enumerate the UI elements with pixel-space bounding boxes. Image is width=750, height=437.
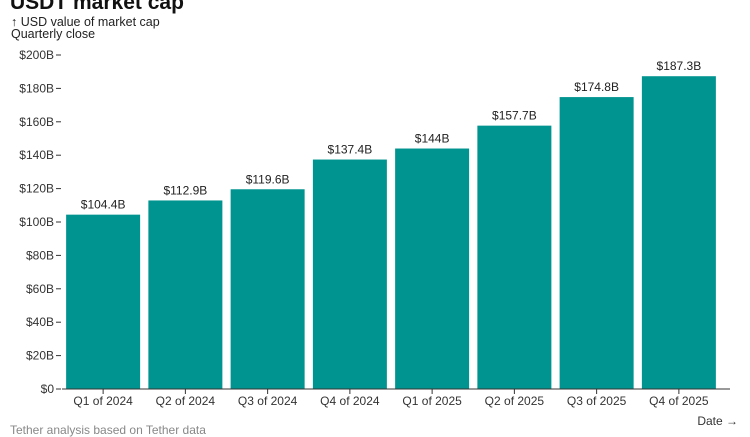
y-tick-label: $140B [19, 148, 54, 162]
y-tick-label: $180B [19, 81, 54, 95]
data-label: $174.8B [574, 80, 619, 94]
data-label: $119.6B [246, 172, 290, 186]
data-label: $137.4B [328, 143, 373, 157]
y-tick-label: $20B [26, 349, 54, 363]
data-label: $187.3B [657, 59, 702, 73]
y-tick-label: $80B [26, 248, 54, 262]
y-axis-label: ↑ USD value of market cap [11, 15, 160, 29]
data-label: $104.4B [81, 198, 126, 212]
y-tick-label: $120B [19, 182, 54, 196]
data-label: $157.7B [492, 109, 537, 123]
bar [559, 97, 634, 390]
x-axis-label: Date → [697, 414, 738, 428]
x-tick-label: Q2 of 2025 [485, 394, 545, 408]
x-tick-label: Q4 of 2025 [649, 394, 709, 408]
y-tick-label: $0 [41, 382, 55, 396]
x-tick-label: Q1 of 2025 [402, 394, 462, 408]
data-label: $144B [415, 132, 450, 146]
x-tick-label: Q3 of 2024 [238, 394, 298, 408]
y-tick-label: $160B [19, 115, 54, 129]
chart-title: USDT market cap [10, 0, 184, 14]
bar [66, 214, 141, 389]
chart-subtitle: Quarterly close [11, 27, 96, 41]
bar [477, 125, 552, 390]
x-tick-label: Q4 of 2024 [320, 394, 380, 408]
x-tick-label: Q2 of 2024 [156, 394, 216, 408]
bar [148, 200, 223, 389]
data-label: $112.9B [163, 183, 207, 197]
y-tick-label: $60B [26, 282, 54, 296]
y-tick-label: $40B [26, 315, 54, 329]
y-tick-label: $100B [19, 215, 54, 229]
bar [230, 189, 305, 389]
y-tick-label: $200B [19, 48, 54, 62]
bar [641, 76, 716, 390]
x-tick-label: Q3 of 2025 [567, 394, 627, 408]
x-tick-label: Q1 of 2024 [73, 394, 133, 408]
bar [312, 159, 387, 389]
source-note: Tether analysis based on Tether data [10, 423, 206, 437]
bar [395, 148, 470, 389]
